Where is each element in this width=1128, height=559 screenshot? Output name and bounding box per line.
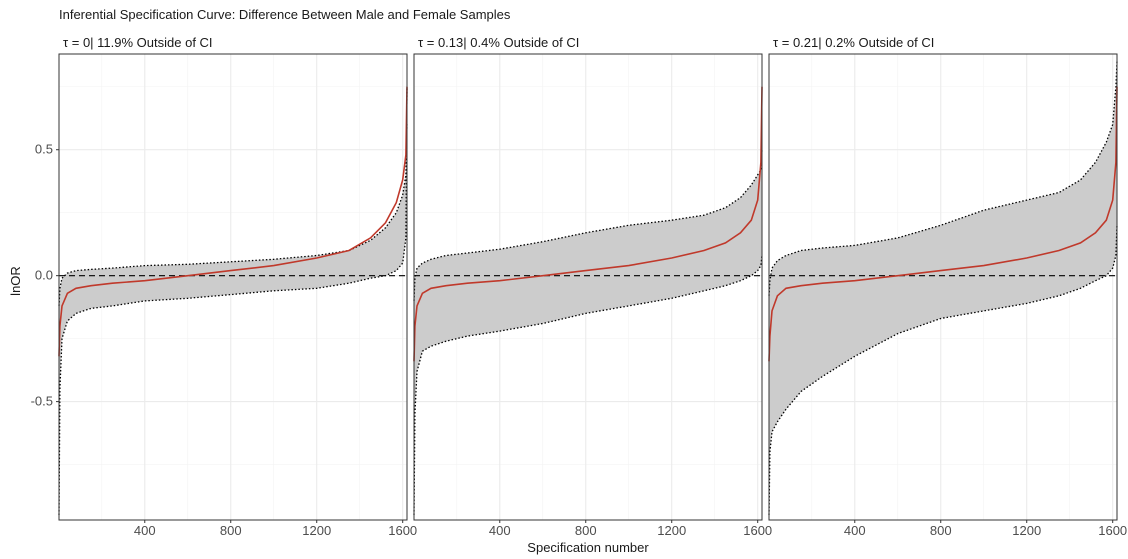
facet-panels: τ = 0| 11.9% Outside of CI 400 800 1200 1600… xyxy=(31,35,1128,538)
ci-ribbon xyxy=(414,149,762,515)
x-tick-label: 1600 xyxy=(1098,523,1127,538)
facet-strip-label: τ = 0| 11.9% Outside of CI xyxy=(63,35,213,50)
x-axis-title: Specification number xyxy=(527,540,649,555)
y-axis-title: lnOR xyxy=(8,266,23,296)
y-tick-label: 0.0 xyxy=(35,268,53,283)
y-tick-label: -0.5 xyxy=(31,394,53,409)
ci-ribbon xyxy=(59,86,407,515)
x-tick-label: 1200 xyxy=(302,523,331,538)
x-tick-label: 800 xyxy=(220,523,242,538)
facet-strip-label: τ = 0.21| 0.2% Outside of CI xyxy=(773,35,934,50)
panel-border xyxy=(58,53,408,521)
x-tick-label: 1600 xyxy=(743,523,772,538)
x-tick-label: 400 xyxy=(489,523,511,538)
x-tick-label: 400 xyxy=(844,523,866,538)
estimate-curve xyxy=(413,86,763,362)
x-tick-label: 1200 xyxy=(1012,523,1041,538)
chart-title: Inferential Specification Curve: Differe… xyxy=(59,7,511,22)
ci-ribbon xyxy=(769,61,1117,515)
facet-panel-2: τ = 0.13| 0.4% Outside of CI 400 800 1200 16… xyxy=(413,35,772,538)
ci-upper-bound-line xyxy=(413,149,763,301)
panel-border xyxy=(768,53,1118,521)
x-tick-label: 400 xyxy=(134,523,156,538)
x-tick-label: 800 xyxy=(575,523,597,538)
facet-panel-3: τ = 0.21| 0.2% Outside of CI 400 800 1200 16… xyxy=(768,35,1127,538)
x-tick-label: 800 xyxy=(930,523,952,538)
x-tick-label: 1200 xyxy=(657,523,686,538)
estimate-curve xyxy=(58,86,408,357)
x-tick-label: 1600 xyxy=(388,523,417,538)
panel-border xyxy=(413,53,763,521)
ci-lower-bound-line xyxy=(768,225,1118,516)
facet-panel-1: τ = 0| 11.9% Outside of CI 400 800 1200 1600… xyxy=(31,35,418,538)
facet-strip-label: τ = 0.13| 0.4% Outside of CI xyxy=(418,35,579,50)
ci-lower-bound-line xyxy=(413,255,763,516)
y-tick-label: 0.5 xyxy=(35,142,53,157)
ci-upper-bound-line xyxy=(58,124,408,306)
estimate-curve xyxy=(768,86,1118,362)
ci-upper-bound-line xyxy=(768,61,1118,296)
